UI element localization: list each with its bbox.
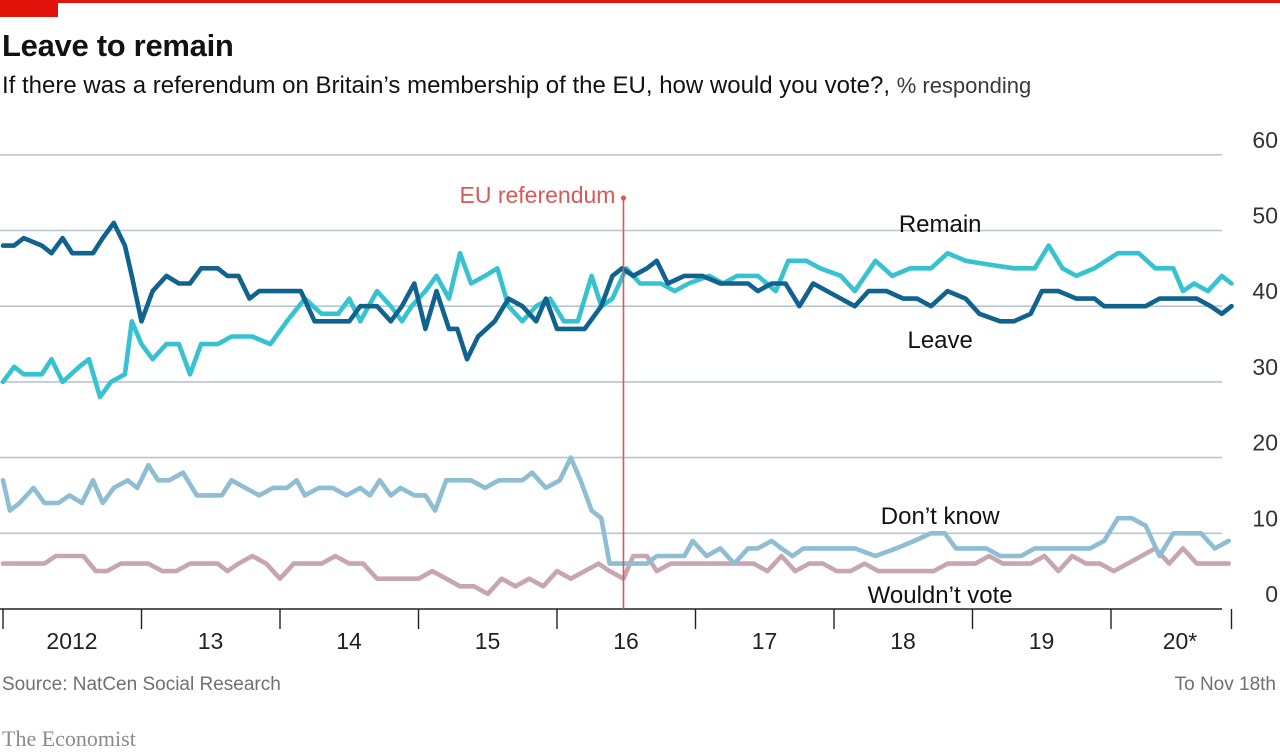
series-label-remain: Remain [899,211,982,238]
x-tick-label-2: 14 [336,628,362,654]
y-tick-label-50: 50 [1252,203,1278,229]
y-tick-label-40: 40 [1252,278,1278,304]
chart-title: Leave to remain [2,28,234,63]
y-tick-label-0: 0 [1265,581,1278,607]
x-tick-label-1: 13 [198,628,224,654]
y-tick-label-20: 20 [1252,430,1278,456]
x-tick-label-0: 2012 [46,628,97,654]
top-rule [0,0,1280,3]
referendum-label: EU referendum [460,182,616,208]
source-note: Source: NatCen Social Research [2,674,281,695]
subtitle-unit: % responding [896,73,1032,98]
x-tick-label-3: 15 [475,628,501,654]
series-line-wouldnt_vote [0,546,1231,597]
series-label-dont_know: Don’t know [881,503,1000,530]
x-tick-label-7: 19 [1029,628,1055,654]
series-label-leave: Leave [907,327,972,354]
date-note: To Nov 18th [1174,674,1276,695]
series-line-remain [0,243,1234,400]
x-tick-label-5: 17 [752,628,778,654]
y-tick-label-60: 60 [1252,127,1278,153]
y-tick-label-10: 10 [1252,505,1278,531]
series-label-wouldnt_vote: Wouldn’t vote [868,582,1013,609]
y-tick-label-30: 30 [1252,354,1278,380]
x-tick-label-4: 16 [613,628,639,654]
referendum-dot [620,195,627,201]
subtitle-question: If there was a referendum on Britain’s m… [2,72,891,99]
x-tick-label-6: 18 [890,628,916,654]
chart-subtitle: If there was a referendum on Britain’s m… [2,72,1031,100]
series-line-dont_know [0,455,1231,566]
series-line-leave [0,220,1234,362]
x-tick-label-8: 20* [1163,628,1198,654]
economist-logo: The Economist [2,726,136,751]
brand-red-tag [0,0,58,17]
